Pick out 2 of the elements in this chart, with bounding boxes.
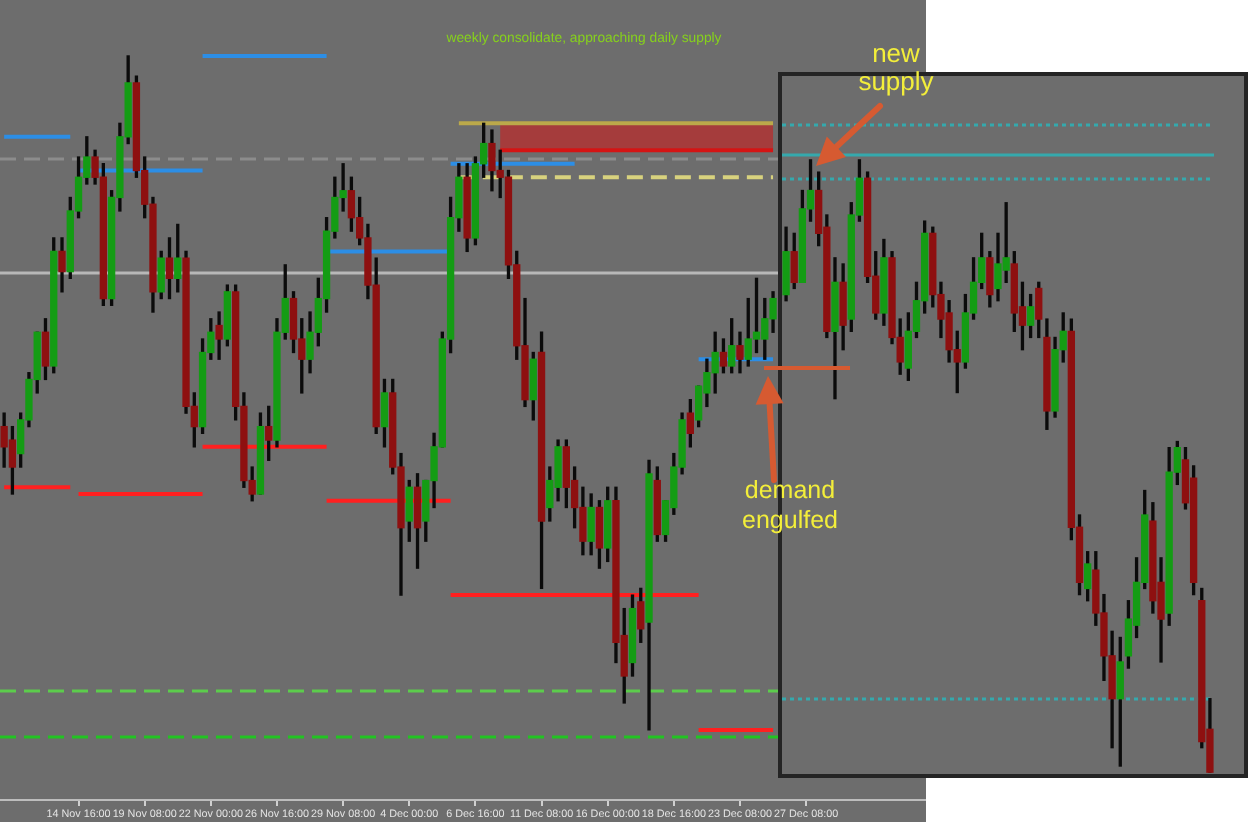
annotation: new supply	[856, 37, 936, 95]
annotation: demand engulfed	[740, 476, 840, 536]
